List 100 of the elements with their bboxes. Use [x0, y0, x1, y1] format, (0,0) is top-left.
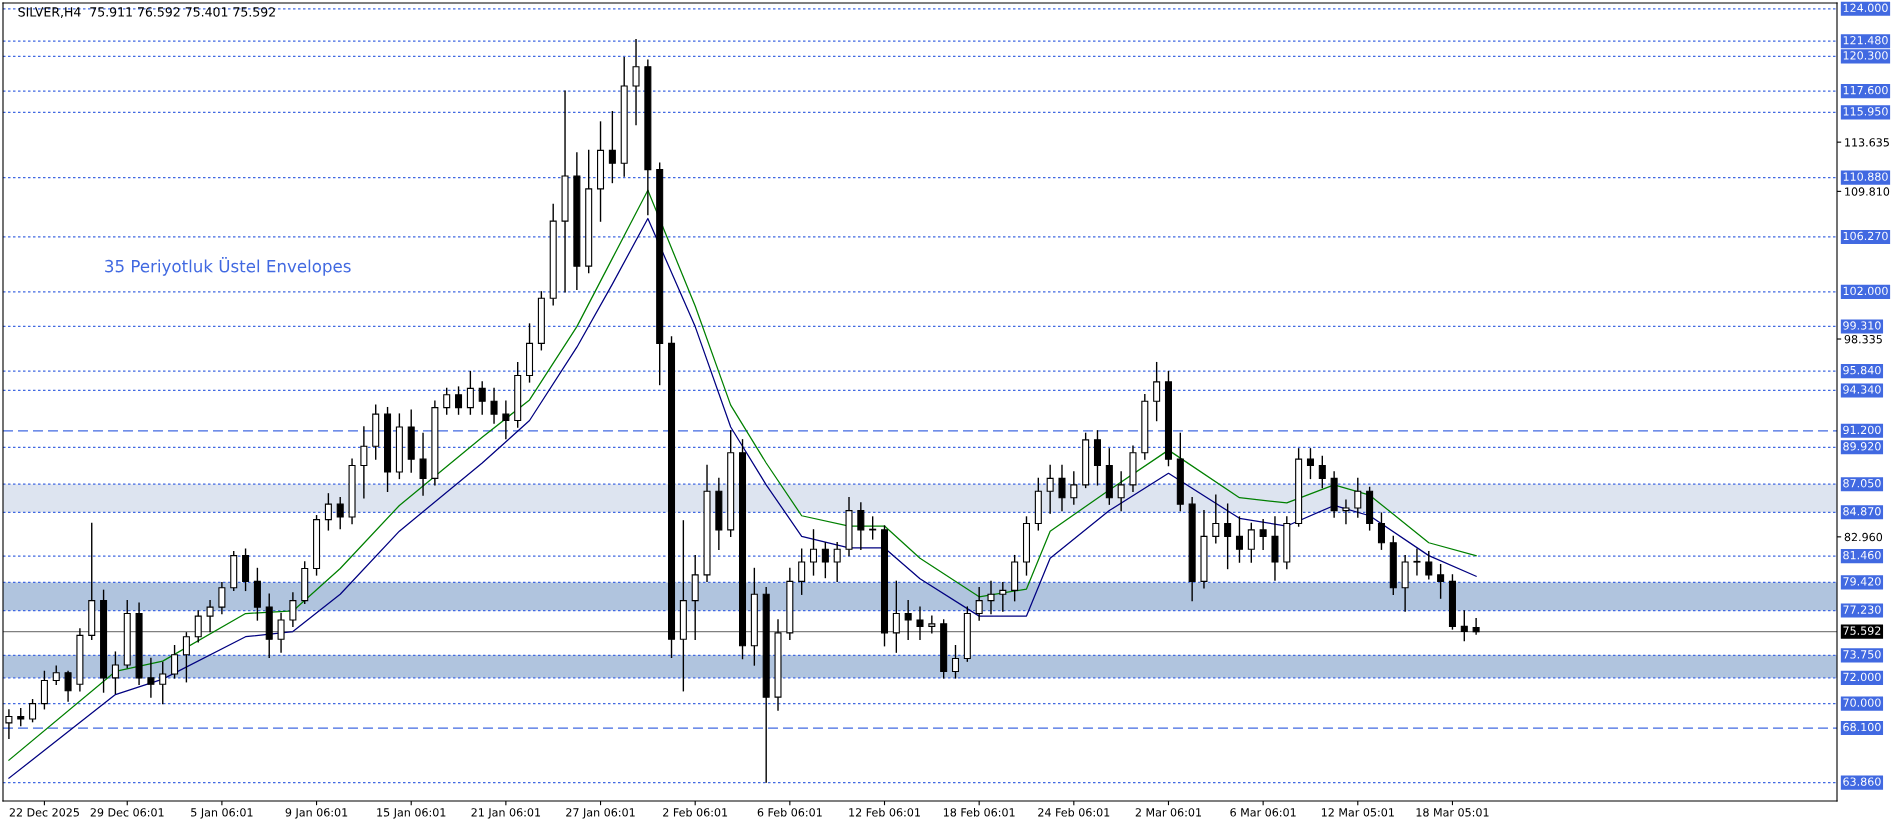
x-tick-label: 2 Feb 06:01	[663, 807, 728, 817]
candlestick	[892, 580, 900, 653]
y-tick-label: 98.335	[1844, 334, 1882, 344]
candlestick	[1070, 471, 1078, 505]
candlestick	[833, 542, 841, 583]
candlestick	[1224, 503, 1232, 570]
ref-line-label: 68.100	[1843, 722, 1881, 732]
chart-title: SILVER,H4 75.911 76.592 75.401 75.592	[18, 7, 275, 18]
candlestick	[869, 516, 877, 540]
candlestick	[1259, 518, 1267, 550]
ref-line-label: 89.920	[1843, 442, 1881, 451]
candlestick	[1306, 448, 1314, 480]
candlestick	[632, 38, 640, 126]
candlestick	[40, 670, 48, 710]
x-tick-label: 21 Jan 06:01	[471, 808, 541, 819]
candlestick	[1318, 455, 1326, 489]
ref-line-label: 99.310	[1843, 321, 1881, 330]
candlestick	[1046, 464, 1054, 514]
candlestick	[206, 599, 214, 633]
candlestick	[1472, 618, 1480, 635]
ref-line-label: 94.340	[1843, 385, 1881, 394]
candlestick	[809, 529, 818, 576]
candlestick	[1460, 610, 1468, 642]
ref-line-label: 91.200	[1843, 425, 1881, 435]
candlestick	[798, 548, 806, 595]
candlestick	[821, 542, 829, 579]
ref-line-label: 117.600	[1843, 85, 1888, 95]
annotation: 35 Periyotluk Üstel Envelopes	[105, 257, 351, 276]
ref-line-label: 81.460	[1843, 550, 1881, 560]
ref-line-label: 84.870	[1843, 507, 1881, 516]
candlestick	[1425, 551, 1433, 580]
candlestick	[277, 612, 285, 653]
candlestick	[1212, 494, 1220, 544]
candlestick	[502, 400, 510, 440]
x-tick-label: 6 Mar 06:01	[1230, 808, 1296, 817]
y-tick-label: 109.810	[1845, 187, 1890, 196]
x-tick-label: 27 Jan 06:01	[566, 808, 635, 819]
ref-line-label: 70.000	[1843, 698, 1881, 707]
ref-line-label: 75.592	[1843, 626, 1881, 635]
candlestick	[1247, 522, 1255, 563]
candlestick	[336, 497, 344, 530]
ref-line-label: 110.880	[1843, 172, 1888, 181]
candlestick	[324, 493, 332, 531]
candlestick	[987, 580, 995, 615]
candlestick	[608, 111, 616, 184]
candlestick	[147, 657, 155, 698]
candlestick	[64, 670, 72, 702]
x-tick-label: 18 Feb 06:01	[943, 807, 1015, 817]
ref-line-label: 73.750	[1843, 650, 1881, 659]
ref-line-label: 102.000	[1843, 286, 1888, 296]
ref-line-label: 115.950	[1843, 107, 1888, 116]
candlestick	[1377, 512, 1385, 550]
candlestick	[194, 610, 202, 643]
candlestick	[443, 387, 451, 415]
candlestick	[904, 599, 912, 640]
candlestick	[455, 386, 463, 415]
candlestick	[928, 615, 936, 634]
x-tick-label: 12 Feb 06:01	[849, 807, 920, 817]
ref-line-label: 63.860	[1843, 777, 1881, 786]
candlestick	[52, 665, 60, 685]
ref-line-label: 79.420	[1843, 577, 1881, 586]
candlestick	[1413, 548, 1421, 576]
candlestick	[857, 502, 865, 550]
y-tick-label: 113.635	[1845, 138, 1889, 147]
x-tick-label: 9 Jan 06:01	[285, 808, 348, 819]
x-tick-label: 6 Feb 06:01	[757, 807, 822, 817]
x-tick-label: 29 Dec 06:01	[90, 808, 164, 817]
x-tick-label: 2 Mar 06:01	[1135, 808, 1202, 817]
ref-line-label: 124.000	[1843, 3, 1888, 13]
candlestick	[478, 381, 486, 415]
x-tick-label: 22 Dec 2025	[9, 808, 79, 817]
candlestick	[182, 632, 190, 683]
candlestick	[111, 651, 119, 694]
candlestick	[466, 370, 474, 415]
candlestick	[916, 606, 924, 640]
candlestick	[1117, 471, 1125, 512]
ref-line-label: 95.840	[1843, 365, 1881, 375]
candlestick	[360, 426, 368, 499]
candlestick	[975, 587, 983, 621]
ref-line-label: 120.300	[1843, 51, 1888, 60]
x-tick-label: 5 Jan 06:01	[191, 808, 253, 819]
candlestick	[1235, 516, 1243, 563]
candlestick	[999, 581, 1007, 612]
y-tick-label: 82.960	[1844, 532, 1883, 542]
candlestick	[29, 699, 37, 723]
candlestick	[171, 645, 179, 679]
x-tick-label: 15 Jan 06:01	[377, 808, 446, 819]
ref-line-label: 77.230	[1843, 605, 1881, 614]
candlestick	[951, 645, 960, 679]
ref-line-label: 106.270	[1843, 231, 1888, 241]
candlestick	[1437, 563, 1445, 599]
x-tick-label: 12 Mar 05:01	[1321, 808, 1394, 817]
ref-line-label: 87.050	[1843, 479, 1881, 488]
candlestick	[490, 387, 498, 424]
ref-line-label: 72.000	[1843, 672, 1881, 682]
candlestick	[1354, 477, 1362, 518]
candlestick	[1153, 361, 1161, 422]
candlestick	[159, 661, 167, 705]
ref-line-label: 121.480	[1843, 36, 1888, 45]
x-tick-label: 18 Mar 05:01	[1416, 808, 1489, 817]
